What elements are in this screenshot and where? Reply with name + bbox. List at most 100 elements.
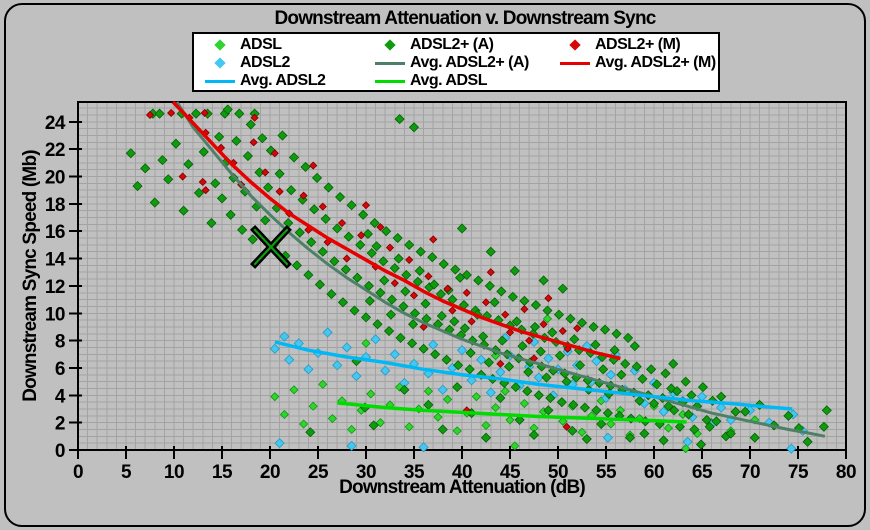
data-point[interactable] — [730, 406, 741, 417]
data-point[interactable] — [407, 319, 419, 330]
data-point[interactable] — [415, 246, 426, 257]
data-point[interactable] — [346, 440, 357, 451]
data-point[interactable] — [428, 339, 439, 350]
data-point[interactable] — [543, 405, 554, 416]
data-point[interactable] — [519, 398, 529, 409]
data-point[interactable] — [634, 395, 645, 406]
data-point[interactable] — [588, 321, 599, 333]
trendline-avg-adsl2-a[interactable] — [175, 101, 826, 438]
data-point[interactable] — [686, 390, 697, 401]
data-point[interactable] — [314, 279, 325, 290]
data-point[interactable] — [581, 433, 592, 445]
data-point[interactable] — [501, 310, 510, 319]
data-point[interactable] — [505, 415, 515, 425]
data-point[interactable] — [249, 138, 258, 147]
data-point[interactable] — [352, 272, 363, 283]
data-point[interactable] — [725, 428, 736, 439]
data-point[interactable] — [448, 306, 457, 315]
highlight-x-marker[interactable] — [250, 224, 292, 269]
data-point[interactable] — [562, 422, 571, 431]
data-point[interactable] — [323, 182, 334, 193]
data-point[interactable] — [163, 174, 174, 185]
data-point[interactable] — [346, 200, 357, 211]
data-point[interactable] — [383, 325, 395, 337]
data-point[interactable] — [429, 235, 438, 244]
data-point[interactable] — [247, 234, 258, 245]
data-point[interactable] — [250, 113, 259, 122]
data-point[interactable] — [658, 435, 669, 446]
data-point[interactable] — [401, 269, 412, 281]
data-point[interactable] — [430, 349, 441, 360]
data-point[interactable] — [257, 133, 268, 144]
data-point[interactable] — [542, 305, 553, 316]
data-point[interactable] — [452, 382, 463, 393]
data-point[interactable] — [358, 209, 369, 220]
data-point[interactable] — [556, 397, 567, 408]
data-point[interactable] — [590, 339, 601, 350]
data-point[interactable] — [538, 275, 549, 286]
data-point[interactable] — [303, 269, 314, 281]
data-point[interactable] — [198, 177, 207, 187]
data-point[interactable] — [533, 390, 544, 401]
data-point[interactable] — [497, 335, 508, 346]
data-point[interactable] — [201, 186, 210, 195]
data-point[interactable] — [269, 343, 280, 354]
data-point[interactable] — [544, 294, 553, 303]
data-point[interactable] — [486, 268, 495, 277]
data-point[interactable] — [283, 217, 294, 229]
data-point[interactable] — [364, 295, 375, 307]
data-point[interactable] — [322, 327, 333, 338]
data-point[interactable] — [393, 253, 404, 264]
data-point[interactable] — [274, 438, 285, 449]
data-point[interactable] — [443, 394, 453, 404]
data-point[interactable] — [414, 265, 425, 276]
data-point[interactable] — [692, 401, 703, 412]
data-point[interactable] — [802, 436, 813, 447]
legend-item-adsl2-m[interactable]: ADSL2+ (M) — [555, 36, 712, 54]
data-point[interactable] — [419, 322, 428, 332]
data-point[interactable] — [505, 328, 515, 337]
data-point[interactable] — [398, 301, 409, 312]
data-point[interactable] — [606, 419, 616, 429]
data-point[interactable] — [275, 187, 284, 196]
data-point[interactable] — [297, 194, 308, 205]
data-point[interactable] — [337, 218, 347, 228]
legend[interactable]: ADSL ADSL2+ (A) ADSL2+ (M) ADSL2 Avg. ADSL2+… — [192, 32, 720, 92]
data-point[interactable] — [329, 256, 340, 267]
data-point[interactable] — [145, 110, 155, 120]
data-point[interactable] — [573, 324, 582, 333]
data-point[interactable] — [553, 309, 565, 320]
data-point[interactable] — [343, 231, 354, 242]
data-point[interactable] — [476, 369, 487, 380]
data-point[interactable] — [305, 427, 316, 438]
data-point[interactable] — [569, 334, 580, 345]
data-point[interactable] — [306, 237, 317, 248]
trendline-avg-adsl[interactable] — [337, 401, 687, 424]
data-point[interactable] — [407, 338, 418, 349]
data-point[interactable] — [533, 372, 544, 383]
data-point[interactable] — [485, 246, 496, 257]
data-point[interactable] — [716, 402, 727, 413]
data-point[interactable] — [478, 331, 489, 342]
data-point[interactable] — [577, 427, 587, 437]
data-point[interactable] — [340, 264, 351, 275]
data-point[interactable] — [437, 384, 448, 395]
data-point[interactable] — [495, 392, 506, 404]
data-point[interactable] — [427, 252, 438, 263]
data-point[interactable] — [637, 373, 648, 384]
data-point[interactable] — [579, 402, 590, 413]
data-point[interactable] — [309, 161, 318, 170]
data-point[interactable] — [360, 312, 372, 323]
data-point[interactable] — [576, 317, 588, 328]
data-point[interactable] — [542, 314, 553, 324]
data-point[interactable] — [666, 383, 677, 394]
data-point[interactable] — [140, 163, 151, 174]
data-point[interactable] — [372, 319, 383, 330]
data-point[interactable] — [279, 331, 290, 342]
data-point[interactable] — [332, 360, 343, 371]
data-point[interactable] — [389, 349, 400, 360]
data-point[interactable] — [669, 405, 680, 416]
data-point[interactable] — [680, 376, 691, 387]
data-point[interactable] — [263, 182, 274, 193]
data-point[interactable] — [485, 387, 496, 398]
